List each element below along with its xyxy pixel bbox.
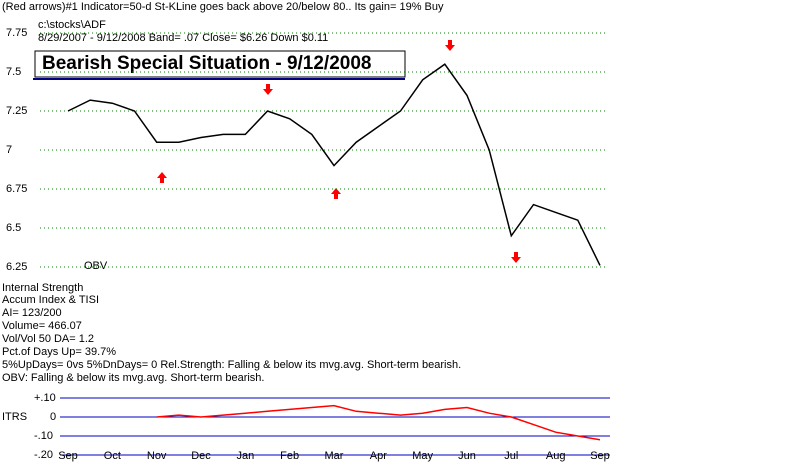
x-tick-label: Mar bbox=[325, 450, 344, 462]
x-tick-label: Jun bbox=[458, 450, 476, 462]
x-tick-label: Jan bbox=[236, 450, 254, 462]
y2-tick-label: 0 bbox=[50, 411, 56, 423]
annotation: ITRS bbox=[2, 411, 27, 423]
x-tick-label: Apr bbox=[370, 450, 387, 462]
series-line bbox=[67, 63, 601, 266]
x-tick-label: Sep bbox=[58, 450, 78, 462]
annotation: 8/29/2007 - 9/12/2008 Band= .07 Close= $… bbox=[38, 32, 328, 44]
x-tick-label: Jul bbox=[504, 450, 518, 462]
y2-tick-label: -.10 bbox=[34, 430, 53, 442]
annotation: Internal Strength bbox=[2, 282, 83, 294]
annotation: Volume= 466.07 bbox=[2, 320, 82, 332]
x-tick-label: Oct bbox=[104, 450, 121, 462]
y-tick-label: 6.25 bbox=[6, 261, 27, 273]
x-tick-label: Dec bbox=[191, 450, 211, 462]
y-tick-label: 7.5 bbox=[6, 66, 21, 78]
sell-arrow bbox=[511, 252, 521, 263]
chart-subtitle: c:\stocks\ADF bbox=[38, 19, 106, 31]
chart-title: (Red arrows)#1 Indicator=50-d St-KLine g… bbox=[2, 1, 444, 13]
x-tick-label: Aug bbox=[546, 450, 566, 462]
annotation: Accum Index & TISI bbox=[2, 294, 99, 306]
sell-arrow bbox=[263, 84, 273, 95]
y-tick-label: 7 bbox=[6, 144, 12, 156]
annotation: Vol/Vol 50 DA= 1.2 bbox=[2, 333, 94, 345]
annotation: 5%UpDays= 0vs 5%DnDays= 0 Rel.Strength: … bbox=[2, 359, 461, 371]
series-line bbox=[156, 404, 601, 441]
y-tick-label: 6.5 bbox=[6, 222, 21, 234]
x-tick-label: Nov bbox=[147, 450, 167, 462]
y-tick-label: 7.25 bbox=[6, 105, 27, 117]
buy-arrow bbox=[331, 188, 341, 199]
annotation: OBV: Falling & below its mvg.avg. Short-… bbox=[2, 372, 264, 384]
arrows bbox=[157, 40, 521, 263]
annotation: AI= 123/200 bbox=[2, 307, 62, 319]
sell-arrow bbox=[445, 40, 455, 51]
annotation: Pct.of Days Up= 39.7% bbox=[2, 346, 116, 358]
y2-tick-label: +.10 bbox=[34, 392, 56, 404]
annotation: OBV bbox=[84, 260, 108, 272]
buy-arrow bbox=[157, 172, 167, 183]
x-tick-label: May bbox=[412, 450, 433, 462]
y-tick-label: 7.75 bbox=[6, 27, 27, 39]
x-tick-label: Feb bbox=[280, 450, 299, 462]
banner-box bbox=[34, 50, 406, 78]
y-tick-label: 6.75 bbox=[6, 183, 27, 195]
annotation: Bearish Special Situation - 9/12/2008 bbox=[42, 53, 371, 74]
x-tick-label: Sep bbox=[590, 450, 610, 462]
y2-tick-label: -.20 bbox=[34, 449, 53, 461]
